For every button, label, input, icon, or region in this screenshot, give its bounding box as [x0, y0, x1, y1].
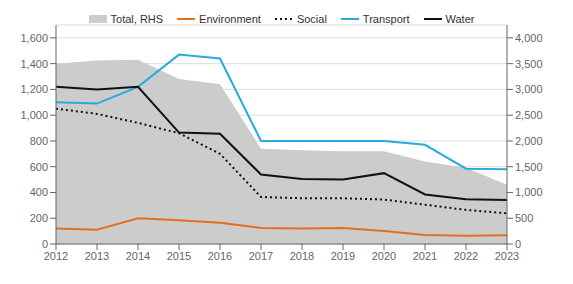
svg-text:3,500: 3,500 — [515, 58, 543, 70]
svg-text:2013: 2013 — [85, 250, 109, 262]
svg-text:2,500: 2,500 — [515, 109, 543, 121]
svg-text:2017: 2017 — [249, 250, 273, 262]
svg-text:1,000: 1,000 — [20, 109, 48, 121]
svg-text:1,000: 1,000 — [515, 186, 543, 198]
svg-text:2018: 2018 — [290, 250, 314, 262]
svg-text:0: 0 — [515, 238, 521, 250]
html-text:Water: Water — [445, 13, 475, 25]
html-text:Environment: Environment — [199, 13, 261, 25]
svg-text:2014: 2014 — [126, 250, 150, 262]
svg-text:1,500: 1,500 — [515, 161, 543, 173]
svg-text:800: 800 — [30, 135, 48, 147]
svg-text:2015: 2015 — [167, 250, 191, 262]
svg-text:3,000: 3,000 — [515, 83, 543, 95]
html-text:Social: Social — [296, 13, 327, 25]
svg-text:200: 200 — [30, 212, 48, 224]
svg-text:2022: 2022 — [454, 250, 478, 262]
svg-text:600: 600 — [30, 161, 48, 173]
svg-text:2019: 2019 — [331, 250, 355, 262]
svg-text:2,000: 2,000 — [515, 135, 543, 147]
html-text:Total, RHS: Total, RHS — [110, 13, 164, 25]
svg-text:2021: 2021 — [413, 250, 437, 262]
svg-text:4,000: 4,000 — [515, 32, 543, 44]
svg-text:1,400: 1,400 — [20, 58, 48, 70]
svg-text:1,600: 1,600 — [20, 32, 48, 44]
svg-text:2023: 2023 — [495, 250, 519, 262]
svg-text:500: 500 — [515, 212, 533, 224]
svg-text:400: 400 — [30, 186, 48, 198]
svg-text:2016: 2016 — [208, 250, 232, 262]
svg-text:0: 0 — [42, 238, 48, 250]
html-text:Transport: Transport — [362, 13, 410, 25]
svg-text:1,200: 1,200 — [20, 83, 48, 95]
svg-text:2012: 2012 — [44, 250, 68, 262]
svg-text:2020: 2020 — [372, 250, 396, 262]
